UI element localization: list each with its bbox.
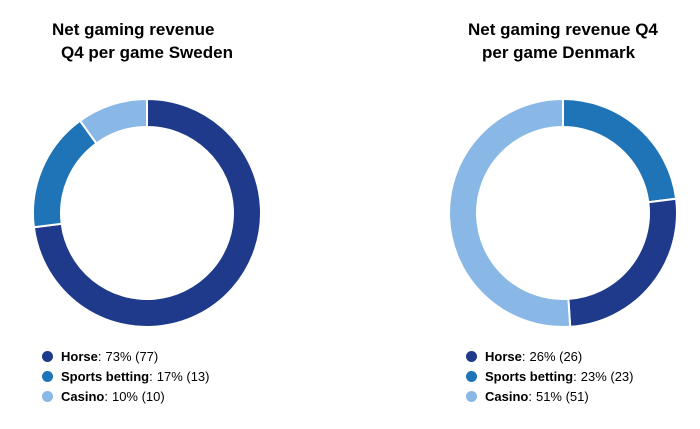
legend-item-horse: Horse: 73% (77): [42, 347, 209, 366]
legend-label: Casino: [61, 389, 105, 404]
donut-slice-sports-betting: [32, 119, 98, 229]
legend-label: Sports betting: [61, 369, 150, 384]
legend-value: 73% (77): [105, 349, 159, 364]
legend-item-sports-betting: Sports betting: 17% (13): [42, 367, 209, 386]
legend-label: Horse: [485, 349, 522, 364]
legend-label: Casino: [485, 389, 529, 404]
donut-chart: [448, 97, 678, 328]
chart-title-line-2: per game Denmark: [482, 43, 636, 62]
donut-chart: [32, 97, 262, 328]
chart-panel-denmark: Net gaming revenue Q4 per game Denmark H…: [350, 0, 700, 429]
donut-slice-casino: [448, 97, 572, 328]
legend-swatch: [466, 351, 477, 362]
legend-item-casino: Casino: 10% (10): [42, 387, 209, 406]
legend-swatch: [42, 371, 53, 382]
legend-value: 26% (26): [529, 349, 583, 364]
chart-title: Net gaming revenue Q4 per game Denmark: [468, 18, 658, 64]
legend-value: 51% (51): [535, 389, 589, 404]
chart-title-line-2: Q4 per game Sweden: [61, 43, 233, 62]
legend-label: Horse: [61, 349, 98, 364]
legend-value: 23% (23): [580, 369, 634, 384]
chart-title: Net gaming revenue Q4 per game Sweden: [52, 18, 233, 64]
chart-panel-sweden: Net gaming revenue Q4 per game Sweden Ho…: [32, 18, 262, 407]
legend-swatch: [42, 351, 53, 362]
legend-item-casino: Casino: 51% (51): [466, 387, 633, 406]
legend-item-horse: Horse: 26% (26): [466, 347, 633, 366]
legend-item-sports-betting: Sports betting: 23% (23): [466, 367, 633, 386]
chart-legend: Horse: 26% (26) Sports betting: 23% (23)…: [466, 347, 633, 407]
donut-slice-horse: [32, 97, 262, 328]
legend-value: 10% (10): [111, 389, 165, 404]
legend-swatch: [466, 391, 477, 402]
donut-slice-casino: [78, 97, 148, 145]
donut-slice-sports-betting: [562, 97, 678, 204]
legend-value: 17% (13): [156, 369, 210, 384]
legend-swatch: [42, 391, 53, 402]
donut-slice-horse: [567, 197, 678, 328]
chart-legend: Horse: 73% (77) Sports betting: 17% (13)…: [42, 347, 209, 407]
legend-swatch: [466, 371, 477, 382]
chart-title-line-1: Net gaming revenue Q4: [468, 20, 658, 39]
chart-title-line-1: Net gaming revenue: [52, 20, 215, 39]
legend-label: Sports betting: [485, 369, 574, 384]
